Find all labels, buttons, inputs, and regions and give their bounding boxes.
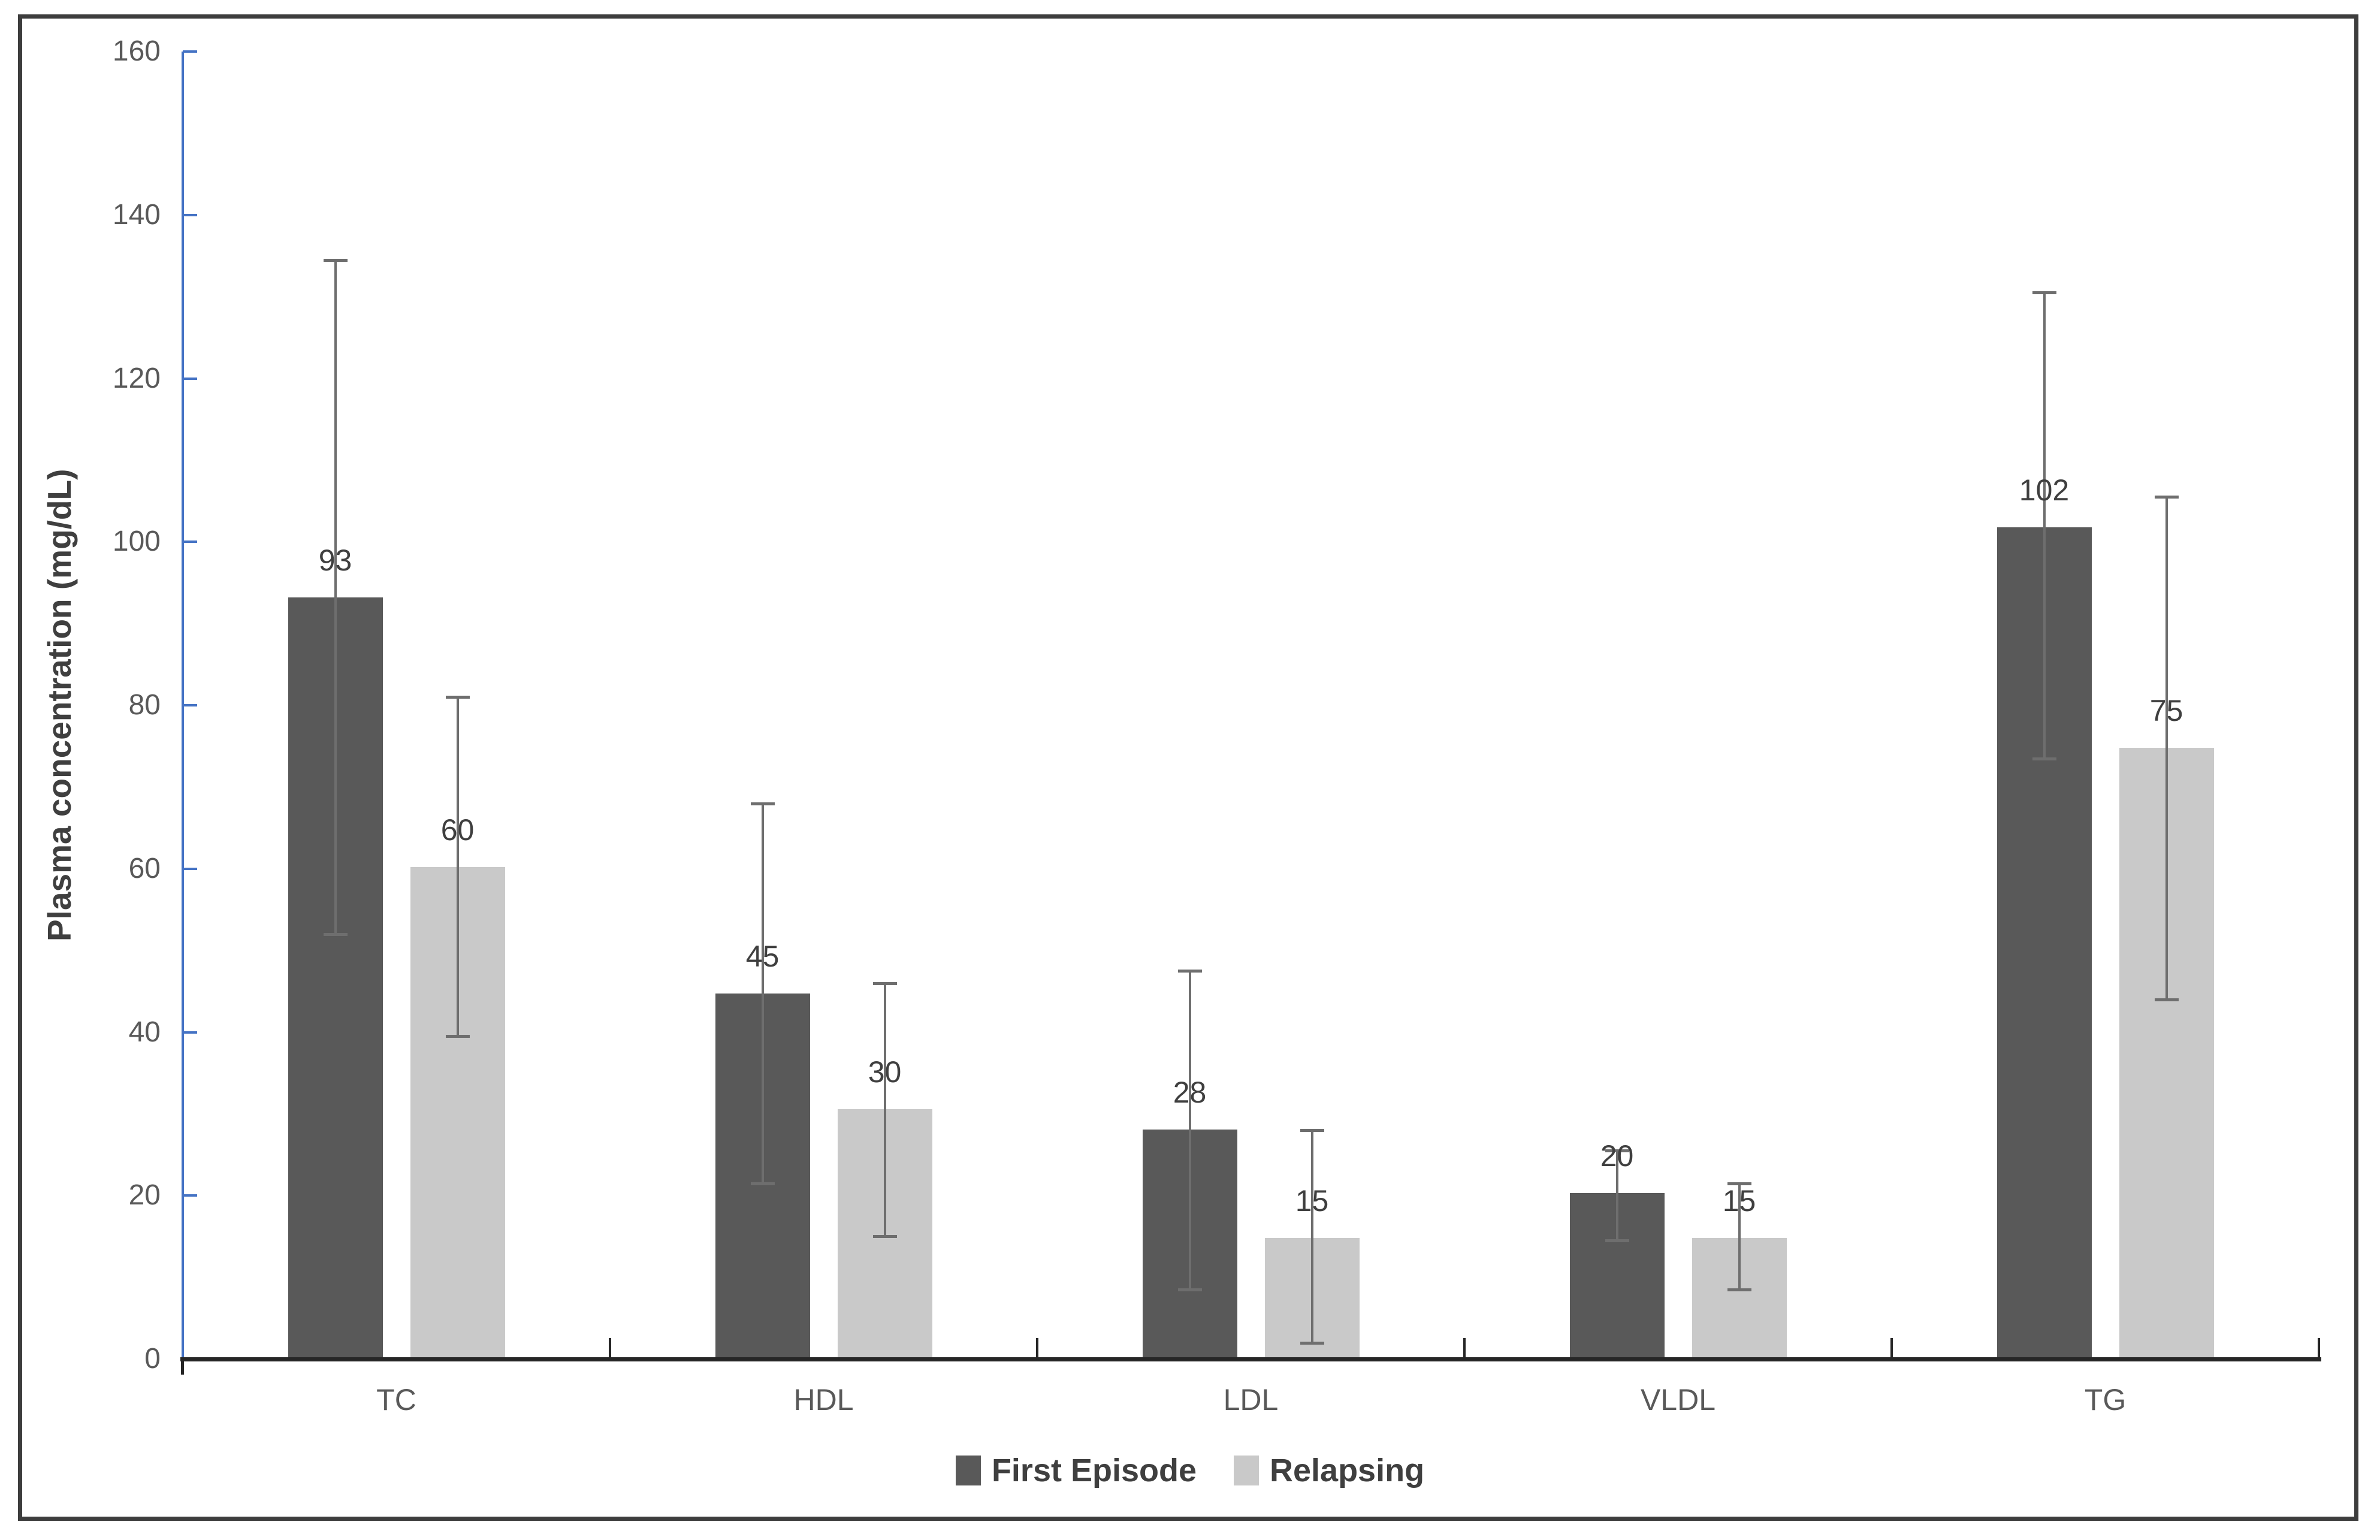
x-category-label: VLDL [1640,1383,1716,1417]
error-bar-cap-bottom [1177,1288,1202,1292]
error-bar-cap-bottom [1300,1341,1324,1345]
error-bar-line [1310,1130,1313,1343]
y-tick-label: 140 [112,198,161,231]
x-axis-tick [1036,1338,1038,1357]
data-label: 15 [1722,1184,1756,1218]
y-axis-tick [183,1031,197,1034]
error-bar-line [2043,292,2046,759]
x-axis-line [180,1357,2321,1361]
x-category-label: LDL [1223,1383,1279,1417]
y-axis-tick [183,377,197,380]
x-category-label: TC [376,1383,416,1417]
y-tick-label: 100 [112,526,161,558]
error-bar-cap-bottom [872,1235,897,1239]
error-bar-line [1738,1183,1741,1290]
error-bar-cap-bottom [750,1182,775,1185]
data-label: 45 [745,940,780,974]
legend-item-first-episode: First Episode [955,1453,1197,1488]
error-bar-cap-bottom [323,932,348,936]
data-label: 28 [1173,1075,1207,1109]
error-bar-cap-top [2032,291,2056,295]
error-bar-cap-bottom [2154,998,2179,1001]
error-bar-line [883,983,886,1237]
y-tick-label: 160 [112,35,161,67]
legend-item-relapsing: Relapsing [1234,1453,1424,1488]
error-bar-cap-bottom [1605,1239,1629,1243]
y-axis-tick [183,1194,197,1197]
x-axis-tick [609,1338,611,1357]
x-category-label: TG [2084,1383,2127,1417]
y-tick-label: 40 [128,1016,161,1048]
legend: First Episode Relapsing [0,1445,2380,1496]
error-bar-cap-top [445,696,470,699]
x-axis-tick [1890,1338,1893,1357]
data-label: 75 [2149,693,2183,727]
y-axis-tick [183,867,197,870]
error-bar-line [1188,971,1191,1290]
legend-label: First Episode [991,1453,1197,1488]
error-bar-cap-top [750,802,775,805]
error-bar-line [761,803,764,1183]
legend-label: Relapsing [1270,1453,1425,1488]
error-bar-cap-top [1177,970,1202,973]
y-axis-line [182,52,184,1361]
error-bar-line [2165,497,2168,1000]
error-bar-cap-bottom [1727,1288,1751,1292]
legend-swatch [1234,1456,1259,1485]
error-bar-cap-bottom [445,1035,470,1038]
error-bar-cap-bottom [2032,757,2056,760]
figure-border [18,14,2358,1521]
y-axis-tick [183,50,197,53]
x-category-label: HDL [793,1383,854,1417]
y-axis-tick [183,540,197,543]
data-label: 20 [1600,1139,1634,1173]
y-tick-label: 120 [112,362,161,394]
data-label: 60 [440,813,475,847]
error-bar-cap-top [323,258,348,262]
y-tick-label: 80 [128,689,161,721]
error-bar-line [1615,1151,1618,1241]
x-axis-tick [2318,1338,2320,1357]
y-tick-label: 20 [128,1179,161,1212]
data-label: 102 [2019,473,2070,507]
error-bar-cap-top [1300,1129,1324,1133]
error-bar-line [456,697,459,1037]
y-axis-tick [183,213,197,216]
data-label: 15 [1295,1184,1329,1218]
error-bar-cap-top [1727,1182,1751,1185]
x-axis-tick [1463,1338,1466,1357]
error-bar-cap-top [2154,496,2179,499]
data-label: 30 [868,1055,902,1089]
y-axis-tick [183,704,197,706]
x-axis-corner-tick [181,1361,184,1375]
error-bar-line [334,259,337,934]
error-bar-cap-top [1605,1149,1629,1153]
y-tick-label: 60 [128,852,161,884]
legend-swatch [955,1456,981,1485]
data-label: 93 [318,543,352,577]
y-tick-label: 0 [144,1343,161,1375]
error-bar-cap-top [872,982,897,985]
